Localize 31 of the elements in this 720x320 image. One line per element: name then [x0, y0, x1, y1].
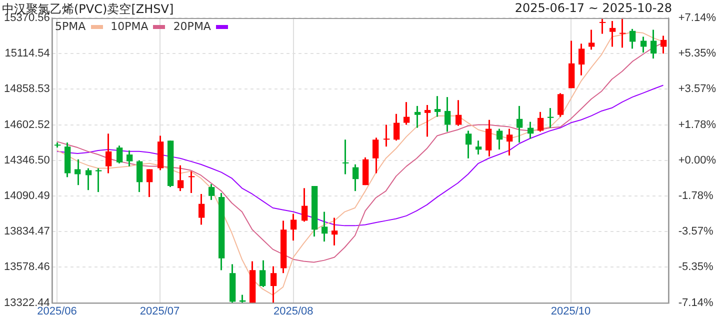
- y2-tick-label: +3.57%: [678, 83, 716, 96]
- candlestick: [384, 124, 390, 147]
- y2-tick-label: -1.78%: [678, 190, 714, 202]
- chart-subtitle: 2025-06-17 ~ 2025-10-28: [514, 1, 672, 15]
- x-tick-label: 2025/07: [140, 305, 180, 318]
- candlestick: [424, 104, 431, 137]
- y2-tick-label: +7.14%: [678, 12, 716, 24]
- x-tick-label: 2025/10: [550, 305, 591, 318]
- y-tick-label: 15370.56: [4, 12, 50, 24]
- y-tick-label: 13834.47: [4, 226, 50, 238]
- y-tick-label: 14602.52: [4, 118, 50, 131]
- y2-tick-label: -3.57%: [678, 226, 714, 238]
- candlestick: [188, 171, 195, 194]
- y-tick-label: 15114.54: [4, 48, 50, 60]
- candlestick: [96, 168, 102, 192]
- y2-tick-label: +0.00%: [678, 154, 716, 166]
- legend-label: 10PMA: [110, 20, 148, 33]
- y-tick-label: 14090.49: [4, 190, 50, 202]
- legend-label: 5PMA: [55, 20, 86, 33]
- y-tick-label: 14346.50: [4, 154, 50, 166]
- y2-tick-label: +5.35%: [678, 48, 716, 60]
- y2-tick-label: -5.35%: [678, 261, 714, 274]
- x-tick-label: 2025/08: [273, 305, 314, 318]
- legend-label: 20PMA: [173, 20, 211, 33]
- y2-tick-label: -7.14%: [678, 296, 714, 309]
- y-tick-label: 13578.46: [4, 261, 50, 274]
- candlestick: [342, 140, 349, 174]
- y2-tick-label: +1.78%: [678, 118, 716, 131]
- candlestick: [620, 18, 626, 48]
- y-tick-label: 14858.53: [4, 83, 50, 96]
- x-tick-label: 2025/06: [37, 305, 77, 318]
